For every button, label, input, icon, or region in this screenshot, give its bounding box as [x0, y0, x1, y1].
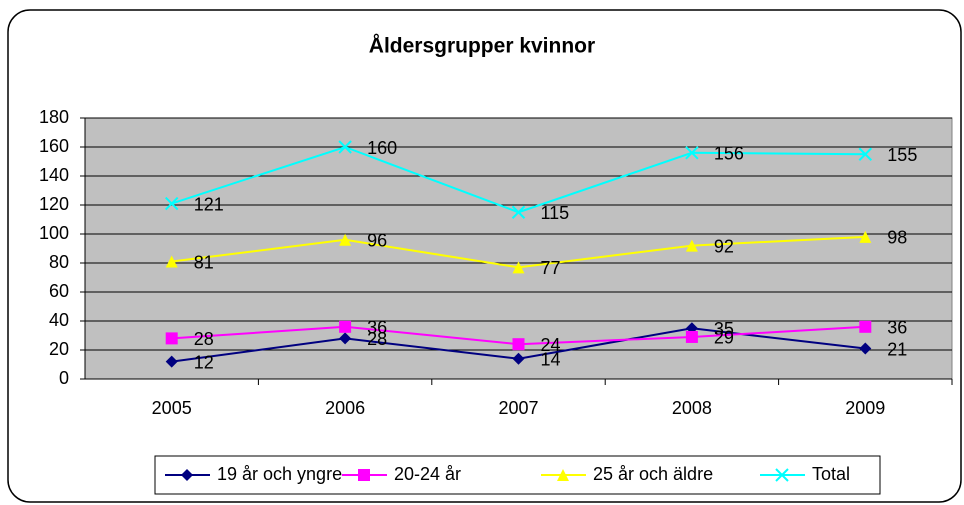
marker [859, 230, 872, 243]
marker [685, 146, 699, 160]
data-label: 98 [887, 228, 907, 248]
marker [775, 468, 789, 482]
marker [165, 332, 178, 345]
data-label: 36 [887, 318, 907, 338]
data-label: 36 [367, 318, 387, 338]
marker [512, 352, 525, 365]
legend-label: 25 år och äldre [593, 464, 713, 484]
marker [165, 255, 178, 268]
marker [339, 233, 352, 246]
x-tick-label: 2007 [498, 398, 538, 418]
marker [859, 320, 872, 333]
marker [685, 239, 698, 252]
marker [338, 140, 352, 154]
data-label: 155 [887, 145, 917, 165]
x-tick-label: 2008 [672, 398, 712, 418]
y-tick-label: 180 [39, 107, 69, 127]
y-tick-label: 40 [49, 310, 69, 330]
data-label: 81 [194, 252, 214, 272]
marker [181, 469, 193, 481]
y-tick-label: 120 [39, 194, 69, 214]
marker [557, 469, 569, 481]
legend-label: 20-24 år [394, 464, 461, 484]
data-label: 24 [541, 335, 561, 355]
data-label: 28 [194, 329, 214, 349]
y-tick-label: 160 [39, 136, 69, 156]
marker [339, 320, 352, 333]
chart-title: Åldersgrupper kvinnor [369, 34, 595, 58]
data-label: 121 [194, 194, 224, 214]
legend-label: Total [812, 464, 850, 484]
marker [512, 261, 525, 274]
data-label: 96 [367, 231, 387, 251]
legend [154, 455, 881, 495]
data-label: 77 [541, 258, 561, 278]
legend-label: 19 år och yngre [217, 464, 342, 484]
marker [685, 330, 698, 343]
marker [339, 332, 352, 345]
marker [512, 338, 525, 351]
marker [858, 147, 873, 161]
marker [165, 355, 178, 368]
data-label: 160 [367, 138, 397, 158]
data-label: 21 [887, 339, 907, 359]
x-tick-label: 2005 [152, 398, 192, 418]
y-tick-label: 80 [49, 252, 69, 272]
marker [358, 469, 370, 481]
x-tick-label: 2006 [325, 398, 365, 418]
y-tick-label: 0 [59, 368, 69, 388]
marker [164, 196, 179, 211]
y-tick-label: 60 [49, 281, 69, 301]
data-label: 115 [541, 203, 570, 223]
data-label: 14 [541, 349, 561, 369]
y-tick-label: 20 [49, 339, 69, 359]
data-label: 12 [194, 352, 214, 372]
data-label: 29 [714, 328, 734, 348]
marker [859, 342, 872, 355]
y-tick-label: 100 [39, 223, 69, 243]
data-label: 92 [714, 236, 734, 256]
data-label: 28 [367, 329, 387, 349]
data-label: 156 [714, 144, 744, 164]
marker [511, 205, 526, 219]
y-tick-label: 140 [39, 165, 69, 185]
x-tick-label: 2009 [845, 398, 885, 418]
